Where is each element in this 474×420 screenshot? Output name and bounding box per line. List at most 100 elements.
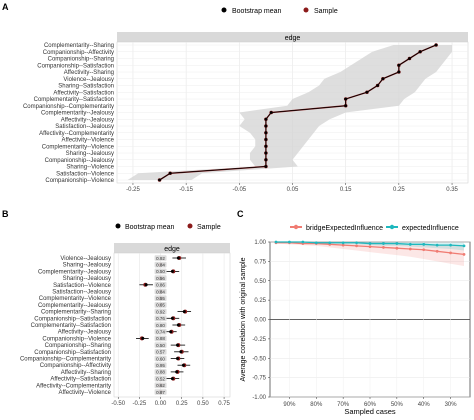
category-label-a: Violence--Jealousy [63, 77, 114, 83]
x-tick-label-c: 90% [283, 402, 296, 408]
bootstrap-point-b [176, 357, 180, 360]
point-bridge [395, 246, 399, 250]
point-expected [355, 241, 358, 245]
category-label-b: Affectivity--Complementarity [36, 383, 111, 389]
legend-marker-bridge [293, 224, 299, 230]
legend-marker-bootstrap-mean [221, 7, 227, 13]
category-label-a: Companionship--Sharing [48, 57, 114, 63]
category-label-b: Companionship--Satisfaction [34, 350, 111, 356]
y-tick-label-c: -1.00 [252, 395, 266, 401]
bootstrap-point-b [170, 377, 174, 381]
category-label-a: Companionship--Violence [45, 178, 114, 184]
facet-strip-b [114, 243, 230, 253]
inclusion-label-b: 0.92 [156, 256, 165, 261]
inclusion-label-b: 0.87 [156, 390, 165, 395]
bootstrap-point-a [264, 117, 268, 121]
bootstrap-point-a [264, 144, 268, 148]
inclusion-label-box-b [154, 255, 167, 261]
x-tick-label-a: 0.15 [340, 187, 352, 193]
inclusion-label-box-b [154, 328, 167, 335]
category-label-b: Violence--Jealousy [60, 256, 111, 262]
panel-letter-a: A [2, 2, 9, 12]
inclusion-label-b: 0.62 [156, 383, 165, 388]
inclusion-label-box-b [154, 375, 167, 382]
legend-marker-sample-b [187, 223, 193, 229]
bootstrap-point-a [344, 104, 348, 108]
bootstrap-point-a [434, 43, 438, 47]
legend-label-bootstrap-mean-b: Bootstrap mean [125, 224, 175, 231]
x-tick-label-a: -0.05 [232, 187, 246, 193]
inclusion-label-box-b [154, 315, 167, 322]
bootstrap-point-a [344, 97, 348, 101]
point-expected [395, 242, 399, 245]
category-label-a: Sharing--Violence [66, 165, 114, 171]
bootstrap-point-b [179, 350, 183, 354]
bootstrap-point-a [264, 158, 268, 162]
x-tick-label-b: -0.25 [133, 401, 147, 407]
y-tick-label-c: 0.25 [254, 298, 266, 304]
category-label-a: Companionship--Affectivity [43, 50, 114, 56]
category-label-a: Affectivity--Satisfaction [53, 90, 114, 96]
x-tick-label-b: 0.50 [197, 401, 209, 407]
category-label-a: Companionship--Jealousy [45, 158, 114, 164]
y-tick-label-c: -0.50 [252, 356, 266, 362]
category-label-a: Affectivity--Jealousy [61, 117, 114, 123]
bootstrap-point-a [264, 138, 268, 141]
category-label-a: Complementarity--Satisfaction [34, 97, 114, 103]
inclusion-label-box-b [154, 308, 167, 315]
category-label-a: Satisfaction--Jealousy [55, 124, 114, 130]
category-label-b: Complementarity--Violence [39, 296, 112, 302]
bootstrap-point-b [182, 310, 186, 314]
x-tick-label-c: 70% [337, 402, 350, 408]
category-label-b: Companionship--Satisfaction [34, 316, 111, 322]
ci-band-bridge [276, 242, 464, 267]
x-tick-label-c: 80% [310, 402, 323, 408]
point-expected [328, 241, 332, 245]
x-tick-label-a: 0.25 [393, 187, 405, 193]
bootstrap-point-a [397, 63, 401, 67]
legend-marker-bootstrap-mean-b [115, 223, 121, 229]
inclusion-label-b: 0.56 [156, 276, 165, 281]
y-tick-label-c: -0.25 [252, 337, 266, 343]
category-label-b: Sharing--Jealousy [63, 276, 111, 282]
inclusion-label-b: 0.76 [156, 316, 165, 321]
point-expected [382, 242, 385, 245]
inclusion-label-b: 0.88 [156, 370, 165, 375]
inclusion-label-b: 0.80 [156, 323, 165, 328]
inclusion-label-b: 0.84 [156, 263, 165, 268]
inclusion-label-b: 0.55 [156, 296, 165, 301]
plot-area-b [113, 252, 231, 398]
inclusion-label-b: 0.92 [156, 309, 165, 314]
y-tick-label-c: 0.50 [254, 279, 266, 285]
inclusion-label-b: 0.52 [156, 376, 165, 381]
point-bridge [368, 245, 372, 249]
inclusion-label-b: 0.95 [156, 363, 165, 368]
x-tick-label-c: 60% [364, 402, 377, 408]
legend-a: Bootstrap mean Sample [221, 7, 338, 15]
inclusion-label-box-b [154, 382, 167, 389]
category-label-a: Complementarity--Violence [42, 144, 115, 150]
bootstrap-point-b [141, 336, 145, 340]
legend-label-bridge: bridgeExpectedInfluence [306, 225, 383, 232]
inclusion-label-box-b [154, 349, 167, 355]
point-expected [422, 242, 426, 246]
inclusion-label-b: 0.60 [156, 356, 165, 361]
x-tick-label-b: 0.75 [218, 401, 230, 407]
category-label-b: Companionship--Violence [42, 336, 111, 342]
point-bridge [422, 248, 426, 252]
category-label-b: Satisfaction--Jealousy [52, 290, 111, 296]
inclusion-label-box-b [154, 268, 167, 275]
inclusion-label-b: 0.74 [156, 330, 165, 335]
bootstrap-point-b [176, 323, 180, 327]
category-label-b: Affectivity--Jealousy [58, 330, 111, 336]
y-axis-label-c: Average correlation with original sample [240, 257, 247, 381]
bootstrap-point-b [175, 370, 179, 374]
point-expected [314, 241, 318, 245]
category-label-a: Affectivity--Complementarity [39, 131, 114, 137]
category-label-a: Sharing--Satisfaction [58, 84, 114, 90]
category-label-b: Affectivity--Sharing [61, 370, 111, 376]
bootstrap-point-b [170, 316, 174, 320]
bootstrap-point-a [264, 131, 268, 135]
bootstrap-point-a [269, 111, 273, 114]
bootstrap-point-a [158, 178, 161, 182]
